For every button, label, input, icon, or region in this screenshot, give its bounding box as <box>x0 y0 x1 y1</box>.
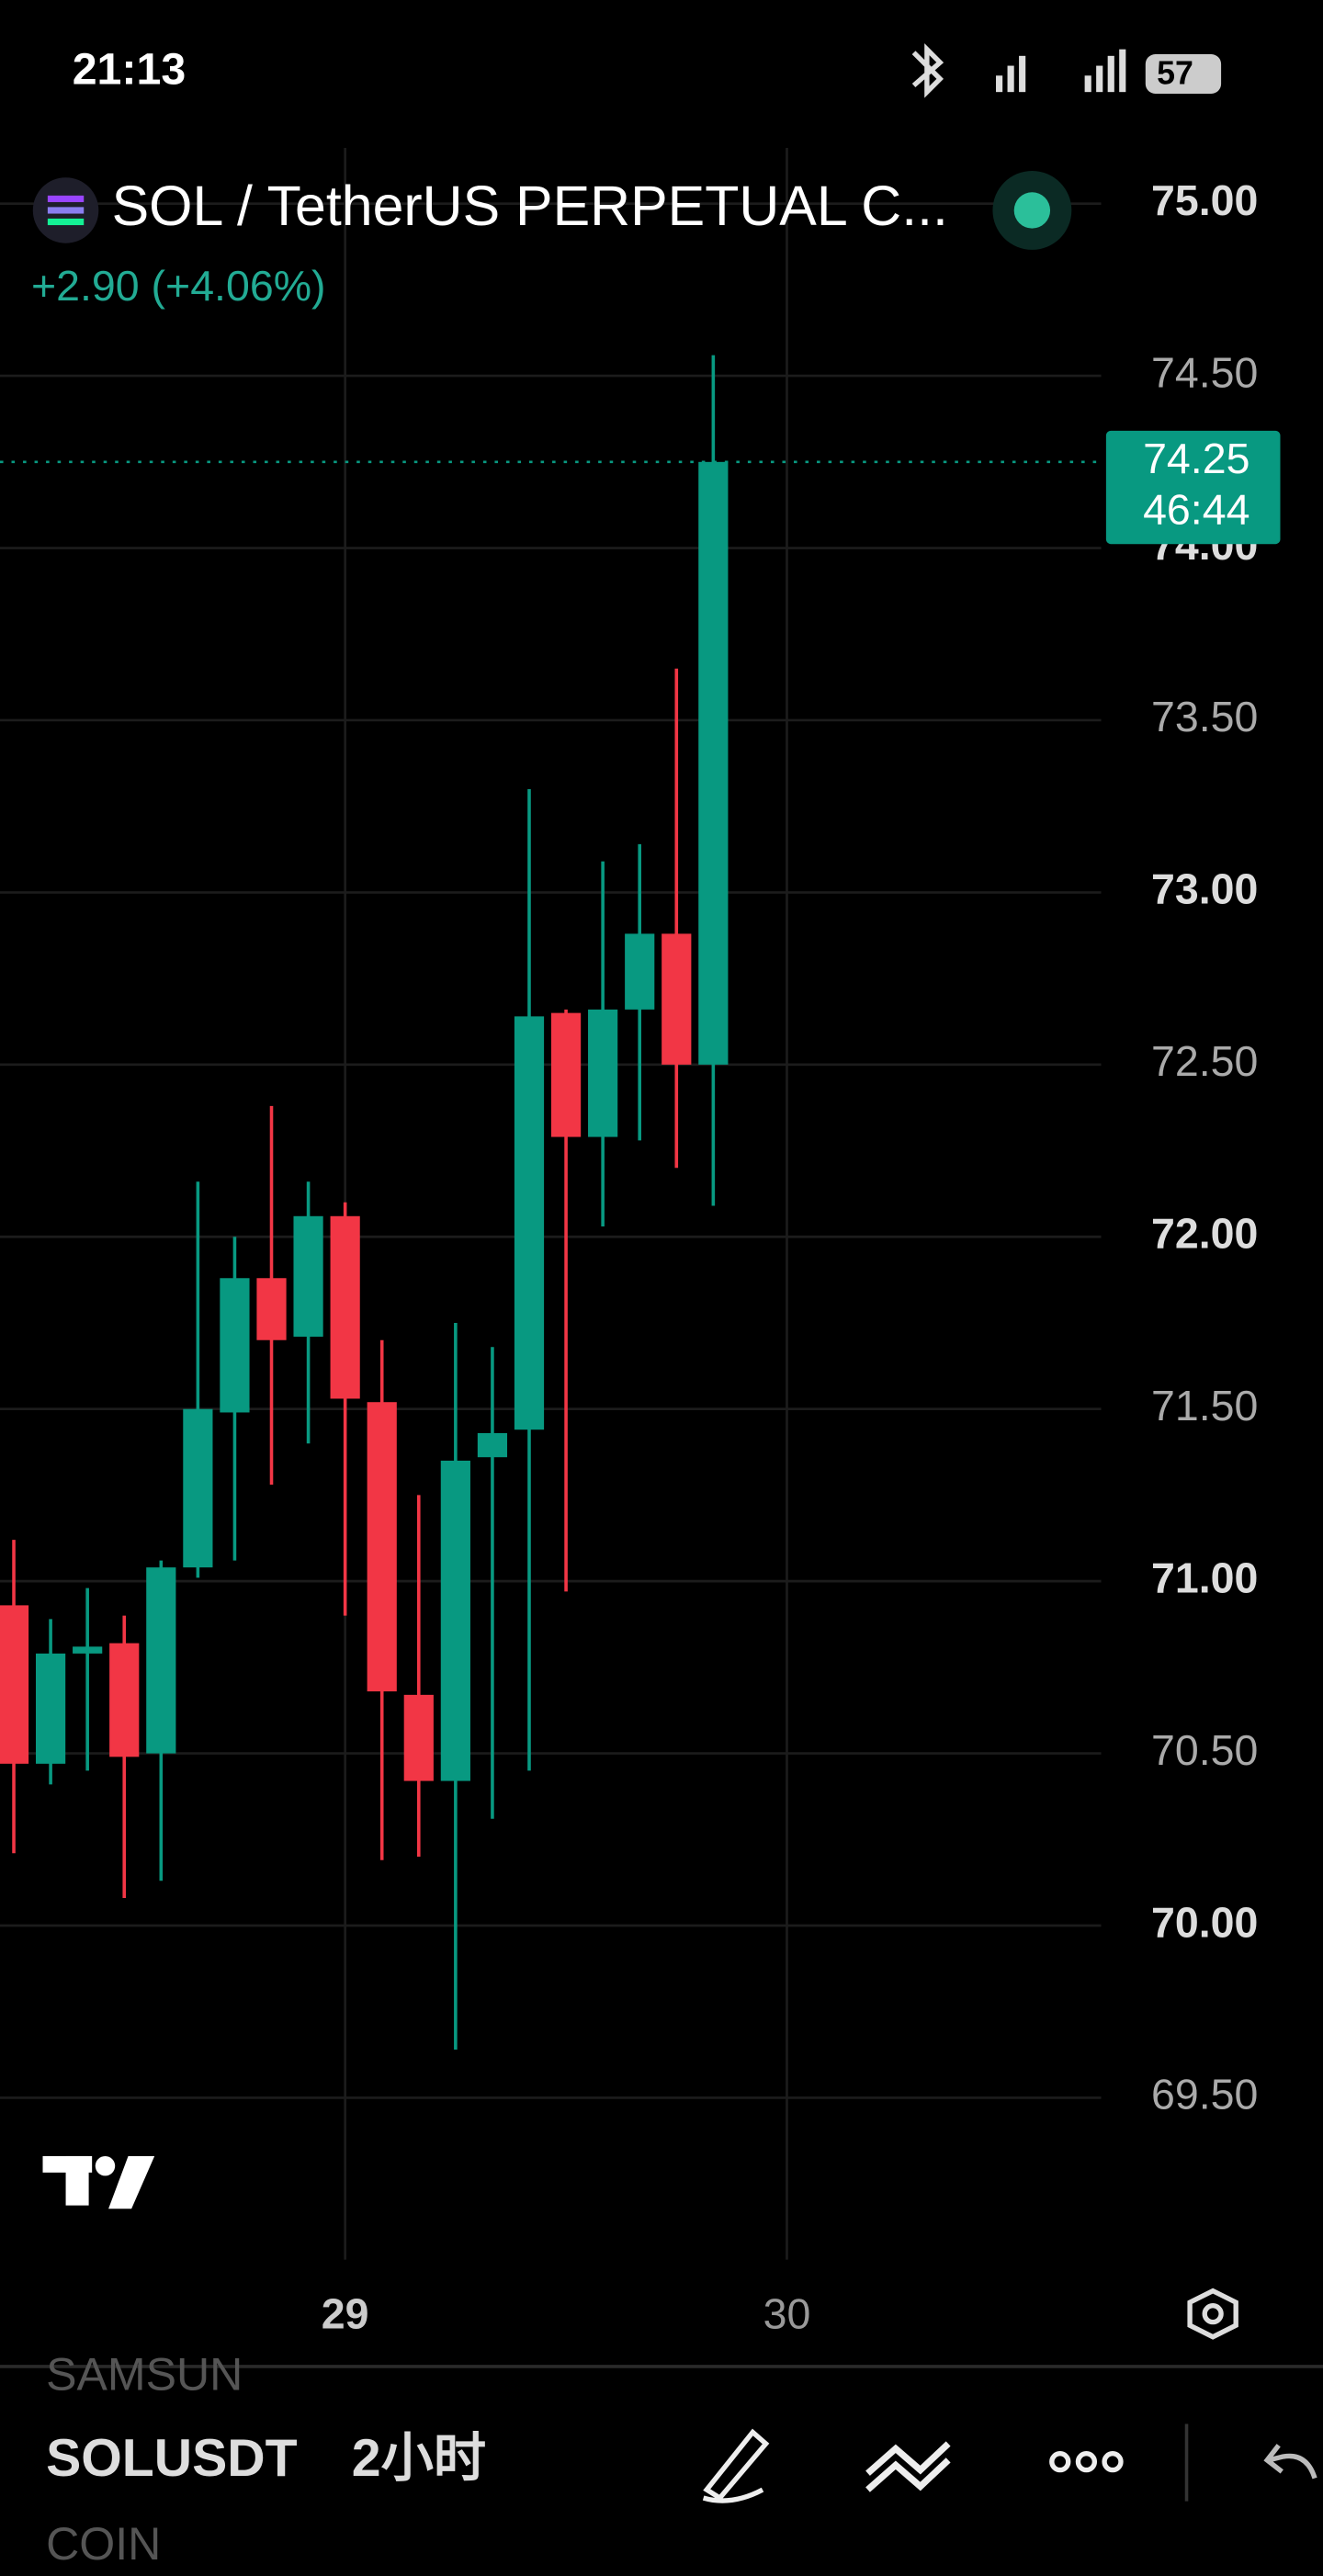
candle-body <box>477 1432 508 1458</box>
candle-body <box>35 1653 66 1764</box>
candle-body <box>403 1694 434 1781</box>
candle-body <box>514 1016 545 1430</box>
y-tick-label: 70.00 <box>1151 1898 1258 1946</box>
symbol-button[interactable]: SOLUSDT <box>46 2429 297 2488</box>
settings-button[interactable] <box>1187 2288 1238 2340</box>
candle-body <box>220 1278 250 1413</box>
candle-body <box>146 1567 176 1754</box>
more-button[interactable] <box>1049 2451 1124 2473</box>
candle-body <box>256 1278 287 1340</box>
y-tick-label: 73.00 <box>1151 865 1258 913</box>
plot: 75.0074.5074.0073.5073.0072.5072.0071.50… <box>0 147 1258 2338</box>
indicators-button[interactable] <box>865 2441 951 2492</box>
x-tick-label: 30 <box>763 2290 811 2338</box>
tradingview-logo <box>42 2155 155 2209</box>
interval-button[interactable]: 2小时 <box>352 2429 486 2488</box>
candle-body <box>625 933 655 1010</box>
y-tick-label: 71.50 <box>1151 1382 1258 1429</box>
y-tick-label: 74.50 <box>1151 348 1258 396</box>
y-tick-label: 72.00 <box>1151 1210 1258 1258</box>
candle-body <box>662 933 692 1065</box>
candle-body <box>183 1408 213 1568</box>
y-tick-label: 72.50 <box>1151 1037 1258 1085</box>
countdown-label: 46:44 <box>1143 486 1250 534</box>
status-time: 21:13 <box>73 44 186 94</box>
symbol-prev: SAMSUN <box>46 2349 243 2401</box>
candle-body <box>330 1215 360 1399</box>
candle-body <box>109 1643 140 1757</box>
coin-logo <box>47 195 85 226</box>
candle-body <box>367 1402 397 1692</box>
y-tick-label: 71.00 <box>1151 1554 1258 1601</box>
x-tick-label: 29 <box>322 2290 369 2338</box>
candle-body <box>550 1012 582 1137</box>
candle-body <box>0 1605 29 1764</box>
y-tick-label: 70.50 <box>1151 1726 1258 1774</box>
status-icons <box>911 43 1222 98</box>
y-tick-label: 75.00 <box>1151 176 1258 224</box>
candle-body <box>588 1009 618 1137</box>
settings-icon <box>1202 2303 1224 2325</box>
candle-body <box>440 1460 470 1781</box>
last-price-label: 74.25 <box>1143 435 1250 482</box>
chart-title: SOL / TetherUS PERPETUAL C... <box>112 175 948 237</box>
y-tick-label: 73.50 <box>1151 693 1258 740</box>
draw-button[interactable] <box>702 2428 770 2503</box>
price-change: +2.90 (+4.06%) <box>31 262 326 310</box>
live-dot <box>1013 192 1051 229</box>
candle-body <box>293 1215 323 1337</box>
candle-body <box>698 461 729 1065</box>
battery-level: 57 <box>1157 55 1193 92</box>
undo-button[interactable] <box>1263 2444 1317 2480</box>
last-price-tag <box>1105 430 1281 545</box>
candle-body <box>73 1646 103 1654</box>
symbol-next: COIN <box>46 2518 161 2570</box>
y-tick-label: 69.50 <box>1151 2071 1258 2118</box>
